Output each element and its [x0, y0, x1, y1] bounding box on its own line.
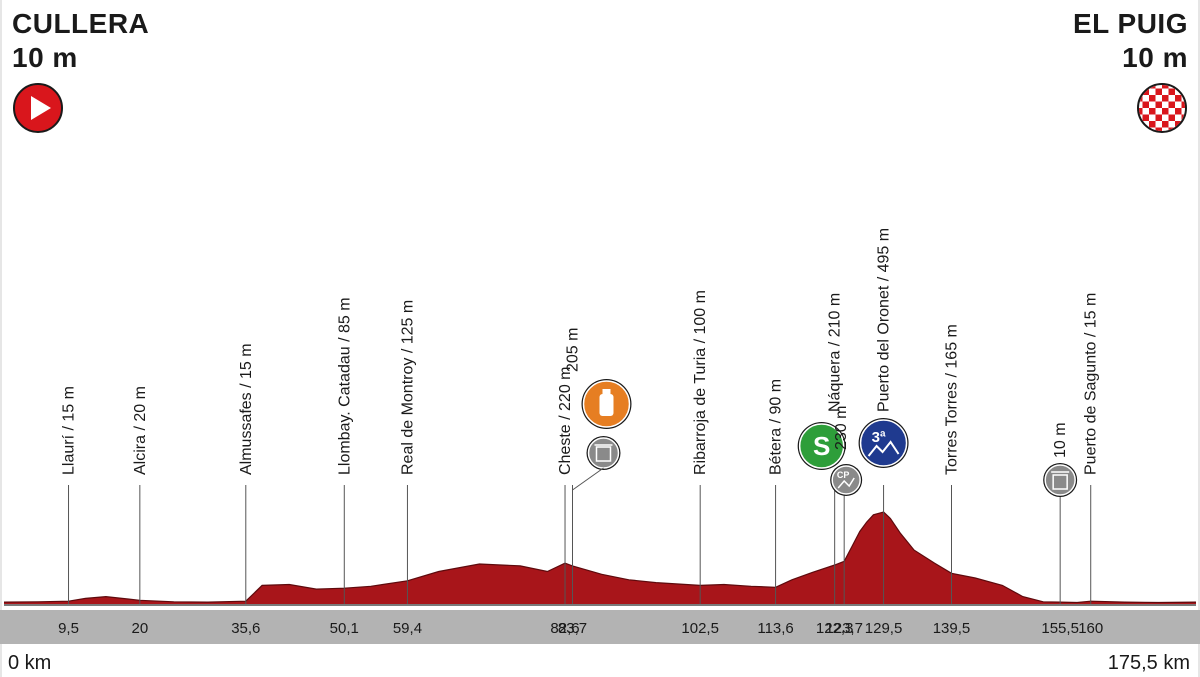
- km-tick-label: 160: [1078, 620, 1103, 637]
- km-tick-label: 50,1: [330, 620, 359, 637]
- km-tick-label: 113,6: [757, 620, 793, 637]
- waypoint-label: Torres Torres / 165 m: [943, 324, 960, 475]
- sprint-badge-text: S: [813, 431, 830, 461]
- finish-town: EL PUIG: [1072, 8, 1188, 39]
- km-tick-label: 9,5: [58, 620, 79, 637]
- waypoint-label: Almussafes / 15 m: [238, 343, 255, 475]
- climb-category-text: 3ª: [872, 429, 886, 446]
- km-tick-label: 82,6: [550, 620, 579, 637]
- waypoint-label: Llaurí / 15 m: [61, 386, 78, 475]
- km-tick-label: 139,5: [933, 620, 971, 637]
- cp-badge-text: CP: [837, 470, 850, 480]
- waypoint-label: Ribarroja de Turia / 100 m: [692, 290, 709, 475]
- distance-end-label: 175,5 km: [1107, 652, 1190, 674]
- waypoint-label: 205 m: [564, 328, 581, 372]
- km-tick-label: 102,5: [681, 620, 719, 637]
- waypoint-label: Puerto del Oronet / 495 m: [876, 228, 893, 412]
- distance-start-label: 0 km: [8, 652, 52, 674]
- waste-zone-icon: [1043, 463, 1078, 497]
- sprint-icon: S: [797, 422, 846, 470]
- km-tick-label: 122,3: [816, 620, 854, 637]
- km-tick-label: 83,7: [558, 620, 587, 637]
- waypoint-label: Cheste / 220 m: [557, 367, 574, 476]
- waypoint-label: Puerto de Sagunto / 15 m: [1083, 293, 1100, 475]
- km-tick-label: 20: [131, 620, 148, 637]
- elevation-outline: [3, 511, 1197, 604]
- km-tick-label: 129,5: [865, 620, 903, 637]
- waypoint-label: Alcira / 20 m: [132, 386, 149, 475]
- finish-altitude: 10 m: [1122, 42, 1188, 73]
- km-axis-band: [0, 610, 1200, 644]
- play-icon: [13, 83, 63, 133]
- waypoint-label: 230 m: [833, 406, 850, 450]
- waypoint-label: 10 m: [1052, 422, 1069, 458]
- km-tick-label: 59,4: [393, 620, 422, 637]
- feed-zone-icon: [581, 379, 632, 429]
- waypoint-label: Real de Montroy / 125 m: [399, 300, 416, 475]
- km-tick-label: 155,5: [1041, 620, 1079, 637]
- waste-zone-icon: [586, 436, 621, 470]
- checkered-flag-icon: [1137, 83, 1187, 133]
- km-tick-label: 35,6: [231, 620, 260, 637]
- elevation-area: [4, 512, 1196, 604]
- start-altitude: 10 m: [12, 42, 78, 73]
- km-tick-label: 123,7: [825, 620, 863, 637]
- start-town: CULLERA: [12, 8, 150, 39]
- waypoint-label: Náquera / 210 m: [827, 293, 844, 412]
- cp-icon: CP: [830, 464, 863, 496]
- waypoint-label: Llombay. Catadau / 85 m: [336, 297, 353, 475]
- climb-cat3-icon: 3ª: [858, 418, 909, 468]
- waypoint-label: Bétera / 90 m: [768, 379, 785, 475]
